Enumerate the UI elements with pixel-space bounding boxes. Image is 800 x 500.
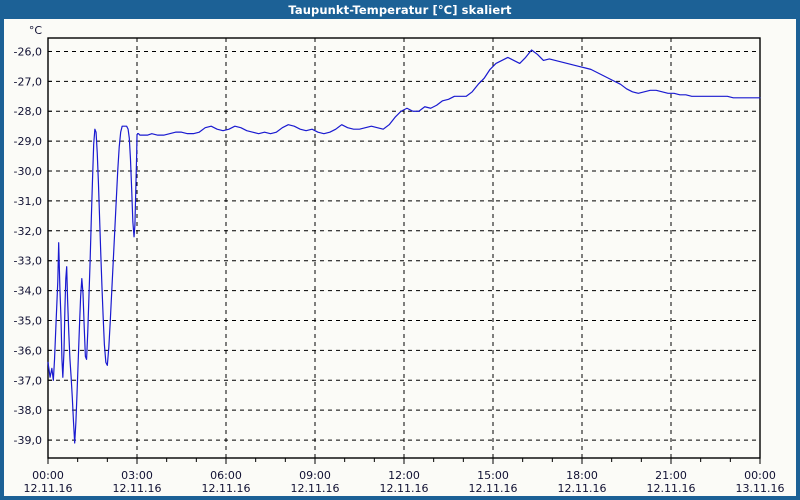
y-axis-tick-label: -35,0 xyxy=(14,314,42,327)
x-axis-date-label: 12.11.16 xyxy=(24,482,73,495)
y-axis-tick-label: -33,0 xyxy=(14,255,42,268)
y-axis-tick-label: -34,0 xyxy=(14,285,42,298)
y-axis-tick-label: -36,0 xyxy=(14,344,42,357)
x-axis-time-label: 09:00 xyxy=(299,469,331,482)
chart-plot-area: -26,0 -27,0 -28,0 -29,0 -30,0 -31,0 -32,0 -33,0… xyxy=(4,19,796,496)
page-title: Taupunkt-Temperatur [°C] skaliert xyxy=(288,2,512,17)
y-axis-tick-labels: -26,0 -27,0 -28,0 -29,0 -30,0 -31,0 -32,0 -33,0… xyxy=(14,45,42,447)
x-axis-time-label: 00:00 xyxy=(744,469,776,482)
plot-frame xyxy=(47,37,761,459)
y-axis-tick-label: -28,0 xyxy=(14,105,42,118)
x-axis-time-label: 15:00 xyxy=(477,469,509,482)
x-axis-date-label: 12.11.16 xyxy=(113,482,162,495)
x-axis-tick-labels: 00:0012.11.1603:0012.11.1606:0012.11.160… xyxy=(24,469,785,495)
y-axis-tick-label: -37,0 xyxy=(14,374,42,387)
x-axis-time-label: 12:00 xyxy=(388,469,420,482)
x-axis-time-label: 06:00 xyxy=(210,469,242,482)
x-axis-time-label: 00:00 xyxy=(32,469,64,482)
y-axis-tick-label: -32,0 xyxy=(14,225,42,238)
x-axis-time-label: 18:00 xyxy=(566,469,598,482)
y-axis-tick-label: -38,0 xyxy=(14,404,42,417)
window-title-bar: Taupunkt-Temperatur [°C] skaliert xyxy=(0,0,800,19)
y-axis-tick-label: -27,0 xyxy=(14,75,42,88)
y-axis-tick-label: -31,0 xyxy=(14,195,42,208)
x-axis-time-label: 21:00 xyxy=(655,469,687,482)
y-axis-tick-label: -26,0 xyxy=(14,45,42,58)
chart-canvas: -26,0 -27,0 -28,0 -29,0 -30,0 -31,0 -32,0 -33,0… xyxy=(14,24,785,495)
y-axis-unit-text: °C xyxy=(29,24,43,37)
x-axis-date-label: 12.11.16 xyxy=(558,482,607,495)
x-axis-date-label: 13.11.16 xyxy=(736,482,785,495)
y-axis-tick-label: -29,0 xyxy=(14,135,42,148)
plot-border xyxy=(47,37,761,459)
x-axis-date-label: 12.11.16 xyxy=(469,482,518,495)
y-axis-unit-label: °C xyxy=(29,24,43,37)
grid-lines xyxy=(48,38,760,458)
series-line xyxy=(47,49,761,444)
y-axis-tick-label: -39,0 xyxy=(14,434,42,447)
data-series xyxy=(47,49,761,444)
x-axis-time-label: 03:00 xyxy=(121,469,153,482)
x-axis-date-label: 12.11.16 xyxy=(380,482,429,495)
x-axis-date-label: 12.11.16 xyxy=(202,482,251,495)
x-axis-date-label: 12.11.16 xyxy=(647,482,696,495)
x-axis-date-label: 12.11.16 xyxy=(291,482,340,495)
y-axis-tick-label: -30,0 xyxy=(14,165,42,178)
